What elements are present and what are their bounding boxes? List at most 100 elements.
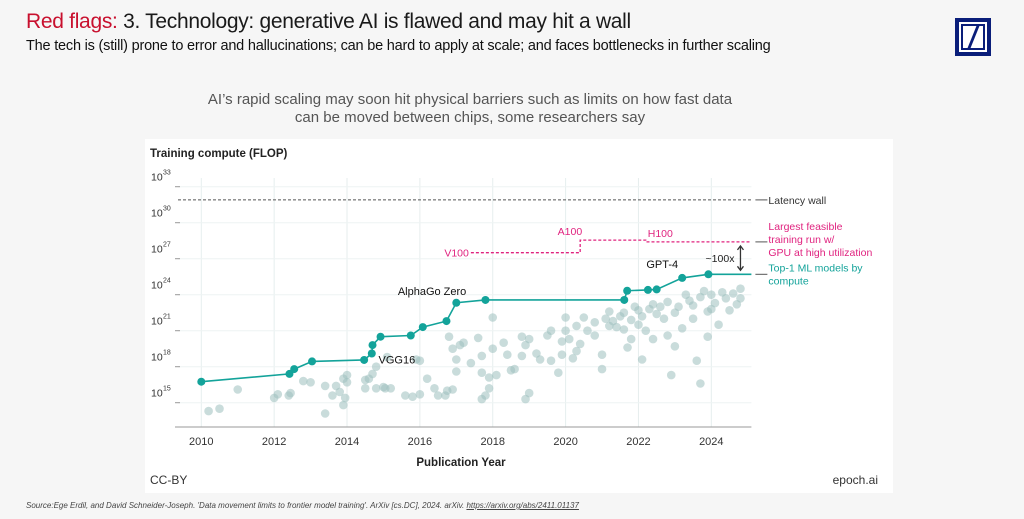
scatter-point (524, 334, 534, 344)
scatter-point (619, 308, 629, 318)
scatter-point (670, 342, 680, 351)
gpu-label-a100: A100 (558, 226, 583, 238)
scatter-point (481, 391, 490, 400)
y-tick-exponent: 18 (163, 350, 171, 357)
scatter-point (572, 346, 581, 356)
scatter-point (648, 334, 658, 344)
scatter-point (422, 374, 432, 384)
scatter-point (215, 404, 224, 414)
scatter-point (583, 326, 592, 336)
brand-label: epoch.ai (833, 473, 878, 487)
scatter-point (568, 354, 578, 363)
scatter-point (648, 300, 658, 309)
scatter-point (473, 333, 483, 343)
license-label: CC-BY (150, 473, 187, 487)
top1-point (197, 377, 206, 386)
scatter-point (299, 376, 308, 386)
scatter-point (273, 390, 283, 399)
scatter-point (408, 392, 417, 402)
scatter-point (666, 370, 676, 380)
source-note: Source:Ege Erdil, and David Schneider-Jo… (26, 501, 579, 510)
slide-title: Red flags: 3. Technology: generative AI … (26, 10, 631, 34)
annotation-vgg16: VGG16 (379, 355, 416, 367)
scatter-point (590, 331, 600, 340)
scatter-point (721, 294, 731, 303)
scatter-point (637, 312, 647, 321)
top1-point (376, 332, 385, 341)
scatter-point (499, 338, 508, 348)
scatter-point (484, 373, 494, 382)
y-tick-base: 10 (151, 208, 163, 220)
scatter-point (204, 406, 213, 416)
scatter-point (503, 350, 512, 360)
scatter-point (564, 334, 574, 344)
scatter-point (535, 355, 545, 364)
scatter-point (415, 390, 425, 399)
scatter-point (430, 384, 439, 393)
scatter-point (725, 306, 734, 315)
top1-label-line: compute (768, 275, 808, 287)
scatter-point (575, 339, 585, 349)
scatter-point (371, 362, 381, 372)
source-text: Source:Ege Erdil, and David Schneider-Jo… (26, 501, 467, 510)
scatter-point (524, 388, 534, 398)
top1-point (620, 295, 629, 304)
scatter-point (342, 370, 352, 380)
scatter-point (320, 381, 330, 391)
top1-line (201, 273, 752, 383)
scatter-point (590, 318, 600, 327)
y-tick-base: 10 (151, 388, 163, 400)
scatter-point (335, 387, 345, 397)
scatter-point (659, 314, 669, 324)
chart-heading-line2: can be moved between chips, some researc… (294, 109, 646, 126)
bank-logo (955, 18, 991, 56)
scatter-point (510, 364, 519, 374)
y-axis-title: Training compute (FLOP) (150, 148, 288, 160)
scatter-point (619, 325, 629, 334)
scatter-point (656, 302, 665, 312)
scatter-point (448, 344, 457, 354)
top1-point (704, 270, 713, 279)
scatter-point (626, 334, 636, 344)
scatter-point (233, 385, 243, 394)
x-tick-label: 2012 (262, 436, 286, 448)
scatter-point (674, 302, 683, 312)
gap-arrow-down (736, 265, 744, 272)
top1-point (368, 341, 377, 350)
y-tick-base: 10 (151, 352, 163, 364)
scatter-point (736, 284, 745, 294)
scatter-point (699, 286, 709, 296)
scatter-point (728, 289, 738, 298)
scatter-point (452, 355, 461, 364)
scatter-point (557, 337, 567, 346)
scatter-point (557, 350, 567, 360)
scatter-point (626, 315, 636, 325)
scatter-point (382, 352, 392, 362)
scatter-point (342, 378, 352, 387)
gpu-label-h100: H100 (648, 228, 673, 240)
scatter-point (492, 370, 501, 380)
title-prefix: Red flags: (26, 10, 118, 33)
scatter-point (710, 298, 720, 308)
source-link[interactable]: https://arxiv.org/abs/2411.01137 (466, 501, 579, 510)
scatter-point (306, 378, 315, 387)
scatter-point (339, 400, 348, 410)
scatter-point (561, 313, 570, 322)
chart-heading-line1: AI’s rapid scaling may soon hit physical… (207, 91, 733, 108)
scatter-point (561, 326, 570, 336)
x-tick-label: 2024 (699, 436, 723, 448)
gpu-limit-line (470, 239, 752, 254)
x-tick-label: 2016 (408, 436, 432, 448)
scatter-point (488, 313, 498, 322)
scatter-point (736, 294, 745, 303)
scatter-point (677, 324, 687, 333)
scatter-point (371, 384, 381, 393)
annotation-gpt-4: GPT-4 (646, 259, 678, 271)
scatter-point (546, 356, 556, 366)
scatter-point (477, 368, 487, 378)
y-tick-exponent: 15 (163, 386, 171, 393)
scatter-point (597, 350, 607, 360)
gpu-limit-label-line: GPU at high utilization (768, 247, 872, 259)
gpu-label-v100: V100 (444, 248, 469, 260)
scatter-point (386, 384, 396, 393)
